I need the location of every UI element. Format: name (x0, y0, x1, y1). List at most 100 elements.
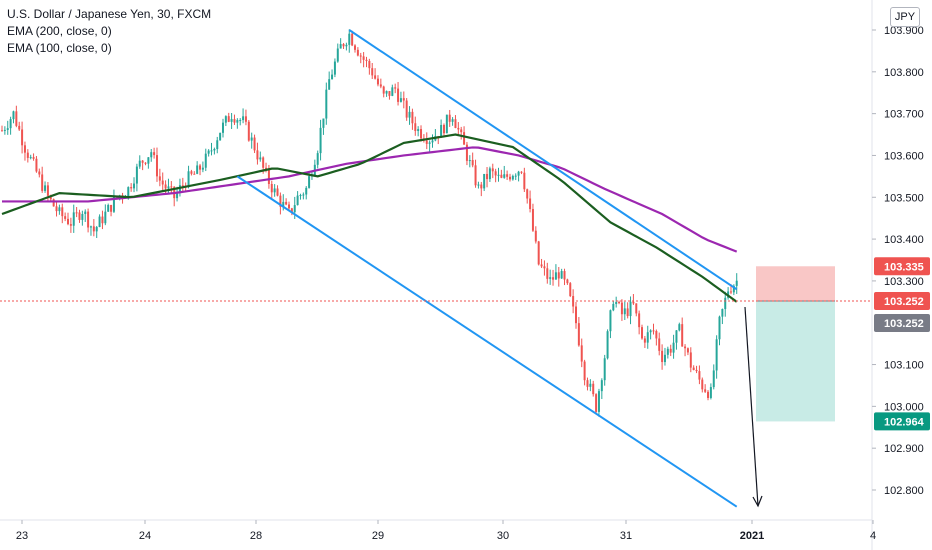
candle-body (84, 211, 87, 214)
symbol-title[interactable]: U.S. Dollar / Japanese Yen, 30, FXCM (7, 7, 212, 21)
price-tag-label: 103.335 (884, 261, 924, 273)
candle-body (612, 303, 615, 311)
candle-body (577, 323, 580, 346)
candle-body (566, 279, 569, 284)
candle-body (153, 152, 156, 156)
candle-body (247, 121, 250, 141)
candle-body (104, 211, 107, 224)
candle-body (580, 345, 583, 362)
plot-area[interactable] (0, 0, 872, 520)
candle-body (526, 189, 529, 199)
candle-body (554, 272, 557, 280)
price-tick-label: 103.000 (884, 401, 924, 413)
candle-body (242, 116, 245, 121)
candle-body (32, 157, 35, 159)
candle-body (483, 173, 486, 189)
candle-body (147, 157, 150, 164)
candle-body (333, 61, 336, 75)
candle-body (514, 175, 517, 177)
take-profit-zone[interactable] (756, 300, 835, 422)
currency-button[interactable]: JPY (890, 7, 920, 27)
candle-body (29, 157, 32, 159)
candle-body (638, 313, 641, 328)
candle-body (635, 303, 638, 314)
candle-body (391, 87, 394, 96)
candle-body (110, 204, 113, 212)
candle-body (75, 212, 78, 214)
price-tags: 103.335 103.252 103.252 102.964 (874, 257, 930, 431)
ema-100-legend[interactable]: EMA (100, close, 0) (7, 41, 112, 55)
candle-body (15, 111, 18, 126)
candle-body (597, 391, 600, 412)
candle-body (273, 188, 276, 193)
candle-body (302, 194, 305, 196)
price-tick-label: 103.100 (884, 360, 924, 372)
price-tick-label: 103.800 (884, 67, 924, 79)
candle-body (87, 211, 90, 228)
candle-body (652, 330, 655, 332)
candle-body (704, 389, 707, 392)
candle-body (376, 78, 379, 85)
price-tag-bg (874, 291, 930, 310)
candle-body (626, 308, 629, 317)
candle-body (46, 185, 49, 196)
channel-lower-trendline[interactable] (236, 175, 738, 508)
price-tag-bg (874, 412, 930, 431)
candle-body (342, 44, 345, 47)
candle-body (417, 129, 420, 132)
candle-body (511, 175, 514, 180)
candle-body (270, 183, 273, 193)
ema-200-legend[interactable]: EMA (200, close, 0) (7, 24, 112, 38)
candle-body (655, 331, 658, 339)
time-tick-label: 31 (620, 530, 632, 542)
candle-body (632, 301, 635, 304)
candle-body (67, 218, 70, 225)
candle-body (463, 132, 466, 145)
candle-body (468, 160, 471, 162)
candle-body (724, 297, 727, 310)
candle-body (709, 387, 712, 398)
candle-body (692, 367, 695, 370)
candle-body (61, 207, 64, 217)
stop-loss-zone[interactable] (756, 266, 835, 301)
candle-body (190, 171, 193, 174)
price-tick-label: 102.800 (884, 485, 924, 497)
candle-body (193, 173, 196, 175)
candle-body (345, 44, 348, 47)
candle-body (735, 280, 738, 286)
price-tag-label: 103.252 (884, 318, 924, 330)
candle-body (661, 350, 664, 363)
price-tick-label: 102.900 (884, 443, 924, 455)
candle-body (221, 122, 224, 133)
candle-body (374, 75, 377, 79)
candle-body (672, 342, 675, 353)
channel-upper-trendline[interactable] (348, 29, 738, 291)
candle-body (322, 118, 325, 128)
candle-body (127, 187, 130, 197)
candle-body (204, 153, 207, 168)
candle-body (331, 74, 334, 80)
candle-body (592, 383, 595, 395)
candle-body (138, 160, 141, 167)
candle-body (49, 195, 52, 200)
candle-body (101, 216, 104, 224)
candle-body (454, 119, 457, 128)
candle-body (603, 358, 606, 381)
candle-body (609, 310, 612, 332)
time-axis[interactable]: 23 24 28 29 30 31 2021 4 (16, 520, 876, 542)
candle-body (201, 167, 204, 170)
candle-body (35, 158, 38, 172)
candle-body (308, 176, 311, 188)
candle-body (52, 199, 55, 207)
candle-body (170, 186, 173, 188)
price-axis[interactable]: 103.900 103.800 103.700 103.600 103.500 103.4… (872, 25, 924, 497)
candle-body (290, 208, 293, 213)
candle-body (55, 206, 58, 212)
forecast-arrow[interactable] (744, 306, 763, 508)
candle-body (557, 272, 560, 279)
candle-body (595, 394, 598, 412)
candle-body (219, 132, 222, 141)
candle-body (402, 98, 405, 101)
candle-body (543, 266, 546, 269)
